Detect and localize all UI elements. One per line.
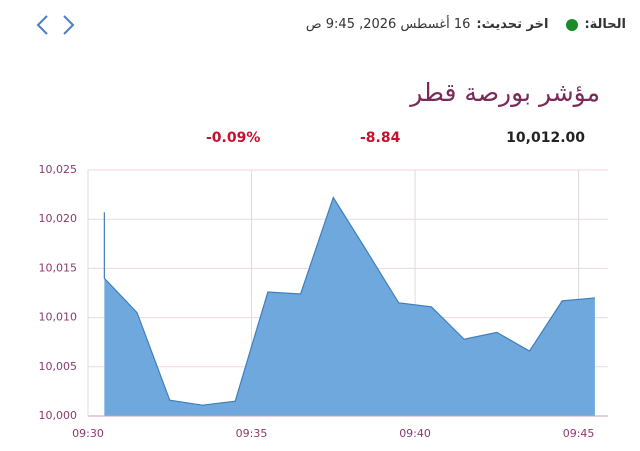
status-label: الحالة: (584, 17, 626, 32)
update-label: اخر تحديث: (476, 17, 549, 32)
y-tick-label: 10,005 (39, 360, 78, 373)
nav (36, 15, 75, 35)
x-tick-label: 09:30 (72, 427, 104, 440)
y-tick-label: 10,000 (39, 409, 78, 422)
x-tick-label: 09:45 (563, 427, 595, 440)
area (104, 197, 595, 416)
y-tick-label: 10,015 (39, 261, 78, 274)
change-percent: -0.09% (206, 130, 261, 146)
status-bar: الحالة: اخر تحديث: 16 أغسطس 2026, 9:45 ص (306, 17, 626, 32)
change: -8.84 (360, 130, 401, 146)
x-tick-label: 09:35 (236, 427, 268, 440)
x-tick-label: 09:40 (399, 427, 431, 440)
line (103, 196, 595, 406)
y-tick-label: 10,025 (39, 163, 78, 176)
title: مؤشر بورصة قطر (410, 78, 600, 107)
status-dot (566, 18, 579, 31)
y-tick-label: 10,010 (39, 311, 78, 324)
next-arrow[interactable] (63, 15, 75, 35)
prev-arrow[interactable] (36, 15, 48, 35)
y-tick-label: 10,020 (39, 212, 78, 225)
price: 10,012.00 (506, 130, 585, 146)
update-time: 16 أغسطس 2026, 9:45 ص (305, 17, 471, 32)
